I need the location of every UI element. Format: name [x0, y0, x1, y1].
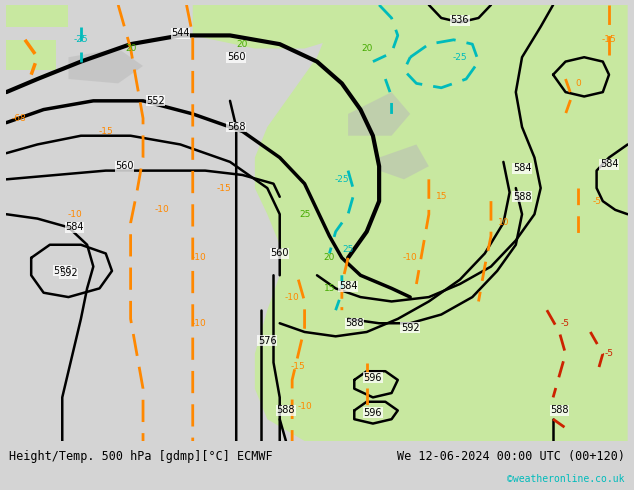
Text: -15: -15	[98, 127, 113, 136]
Text: -25: -25	[74, 35, 88, 44]
Text: -25: -25	[453, 53, 467, 62]
Polygon shape	[348, 92, 410, 136]
Text: 536: 536	[451, 15, 469, 25]
Text: 584: 584	[65, 222, 84, 232]
Text: 596: 596	[364, 408, 382, 417]
Text: -10: -10	[67, 210, 82, 219]
Text: 588: 588	[276, 405, 295, 416]
Text: -10: -10	[191, 319, 206, 328]
Text: 584: 584	[513, 164, 531, 173]
Text: ©weatheronline.co.uk: ©weatheronline.co.uk	[507, 474, 624, 484]
Text: 560: 560	[271, 248, 289, 259]
Text: 552: 552	[146, 96, 165, 106]
Text: 588: 588	[550, 405, 569, 416]
Text: 596: 596	[364, 373, 382, 383]
Text: 560: 560	[227, 52, 245, 62]
Polygon shape	[68, 49, 143, 83]
Text: -10: -10	[297, 402, 312, 411]
Polygon shape	[193, 5, 348, 49]
Text: 592: 592	[59, 268, 78, 278]
Text: 596: 596	[53, 266, 72, 276]
Text: 592: 592	[401, 322, 420, 333]
Polygon shape	[6, 40, 56, 70]
Text: 576: 576	[258, 336, 276, 346]
Text: -15: -15	[602, 35, 616, 44]
Text: 20: 20	[125, 44, 136, 53]
Text: -10: -10	[403, 253, 418, 262]
Text: -5: -5	[592, 196, 601, 206]
Text: -5: -5	[561, 319, 570, 328]
Text: 588: 588	[345, 318, 363, 328]
Text: -68: -68	[11, 114, 26, 123]
Text: 25: 25	[299, 210, 310, 219]
Text: 20: 20	[361, 44, 372, 53]
Text: 20: 20	[324, 253, 335, 262]
Text: 20: 20	[236, 40, 248, 49]
Text: 560: 560	[115, 161, 134, 172]
Text: -15: -15	[216, 184, 231, 193]
Text: 584: 584	[339, 281, 358, 291]
Polygon shape	[255, 5, 628, 441]
Text: 25: 25	[342, 245, 354, 254]
Text: 588: 588	[513, 192, 531, 202]
Text: Height/Temp. 500 hPa [gdmp][°C] ECMWF: Height/Temp. 500 hPa [gdmp][°C] ECMWF	[10, 450, 273, 463]
Text: -10: -10	[191, 253, 206, 262]
Polygon shape	[379, 145, 429, 179]
Text: 15: 15	[324, 284, 335, 293]
Polygon shape	[6, 5, 68, 26]
Text: -5: -5	[605, 349, 614, 358]
Text: 0: 0	[575, 79, 581, 88]
Text: -25: -25	[335, 175, 349, 184]
Text: 10: 10	[498, 219, 509, 227]
Text: 584: 584	[600, 159, 618, 169]
Text: -15: -15	[291, 363, 306, 371]
Text: -10: -10	[154, 205, 169, 214]
Text: 15: 15	[436, 192, 447, 201]
Text: -10: -10	[285, 293, 299, 301]
Text: 544: 544	[171, 28, 190, 38]
Text: We 12-06-2024 00:00 UTC (00+120): We 12-06-2024 00:00 UTC (00+120)	[396, 450, 624, 463]
Text: 568: 568	[227, 122, 245, 132]
